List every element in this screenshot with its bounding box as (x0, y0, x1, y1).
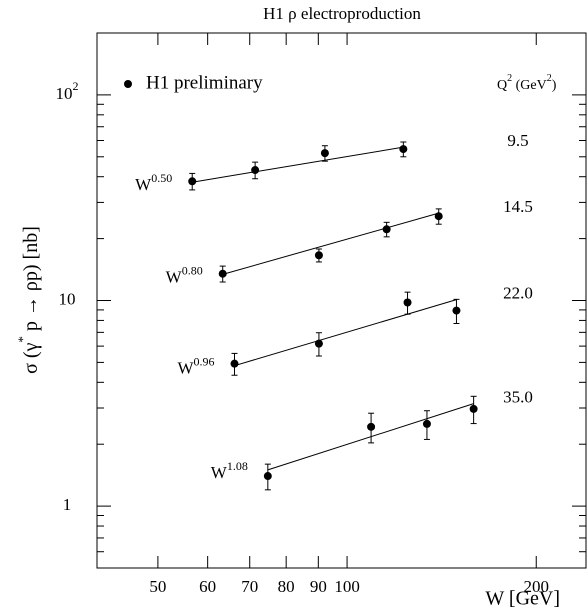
legend-marker (124, 80, 132, 88)
fit-line (222, 212, 439, 275)
data-point (263, 472, 272, 481)
x-tick-label: 50 (149, 577, 166, 596)
data-point (452, 306, 461, 315)
y-axis-label: σ (γ* p → ρp) [nb] (15, 226, 42, 374)
series-label: 35.0 (503, 388, 533, 407)
fit-line (192, 146, 404, 183)
data-point (188, 177, 197, 186)
data-point (218, 269, 227, 278)
q-sup: 2 (547, 73, 552, 84)
fit-line (234, 299, 457, 367)
fit-base: W (166, 267, 183, 286)
y-tick-label: 102 (56, 79, 79, 103)
q-part: ) (552, 78, 557, 93)
series-label: 9.5 (507, 131, 528, 150)
y-tick-base: 10 (56, 84, 73, 103)
chart-title: H1 ρ electroproduction (263, 4, 421, 23)
data-point (469, 404, 478, 413)
fit-label: W0.96 (177, 354, 214, 377)
fit-exp: 1.08 (227, 459, 248, 473)
fit-exp: 0.80 (182, 263, 203, 277)
series-label: 14.5 (503, 197, 533, 216)
data-point (434, 212, 443, 221)
fit-exp: 0.50 (151, 171, 172, 185)
fit-label: W0.50 (135, 171, 172, 194)
y-tick-exp: 2 (73, 79, 79, 93)
fit-label: W1.08 (211, 459, 248, 482)
q-sup: 2 (507, 73, 512, 84)
fit-base: W (177, 359, 194, 378)
data-point (230, 359, 239, 368)
x-tick-label: 60 (199, 577, 216, 596)
data-point (314, 339, 323, 348)
legend-label: H1 preliminary (146, 72, 263, 93)
x-tick-label: 200 (523, 577, 549, 596)
fit-label: W0.80 (166, 263, 203, 286)
data-point (251, 166, 260, 175)
x-tick-label: 100 (334, 577, 360, 596)
x-tick-label: 90 (310, 577, 327, 596)
data-point (367, 422, 376, 431)
data-point (314, 251, 323, 260)
data-point (399, 145, 408, 154)
data-point (382, 225, 391, 234)
fit-base: W (135, 175, 152, 194)
q-part: (GeV (512, 78, 547, 93)
y-label-part: p → ρp) [nb] (20, 226, 42, 336)
fit-base: W (211, 463, 228, 482)
q-part: Q (497, 78, 507, 93)
series-label: 22.0 (503, 284, 533, 303)
legend-header: Q2 (GeV2) (497, 73, 557, 93)
data-point (403, 298, 412, 307)
data-point (320, 149, 329, 158)
x-axis-label: W [GeV] (485, 588, 560, 610)
y-label-part: σ (γ (20, 342, 42, 373)
y-label-sup: * (15, 336, 30, 343)
fit-exp: 0.96 (193, 354, 214, 368)
x-tick-label: 70 (241, 577, 258, 596)
y-tick-label: 10 (59, 289, 76, 308)
y-tick-label: 1 (63, 495, 72, 514)
data-point (422, 419, 431, 428)
x-tick-label: 80 (278, 577, 295, 596)
